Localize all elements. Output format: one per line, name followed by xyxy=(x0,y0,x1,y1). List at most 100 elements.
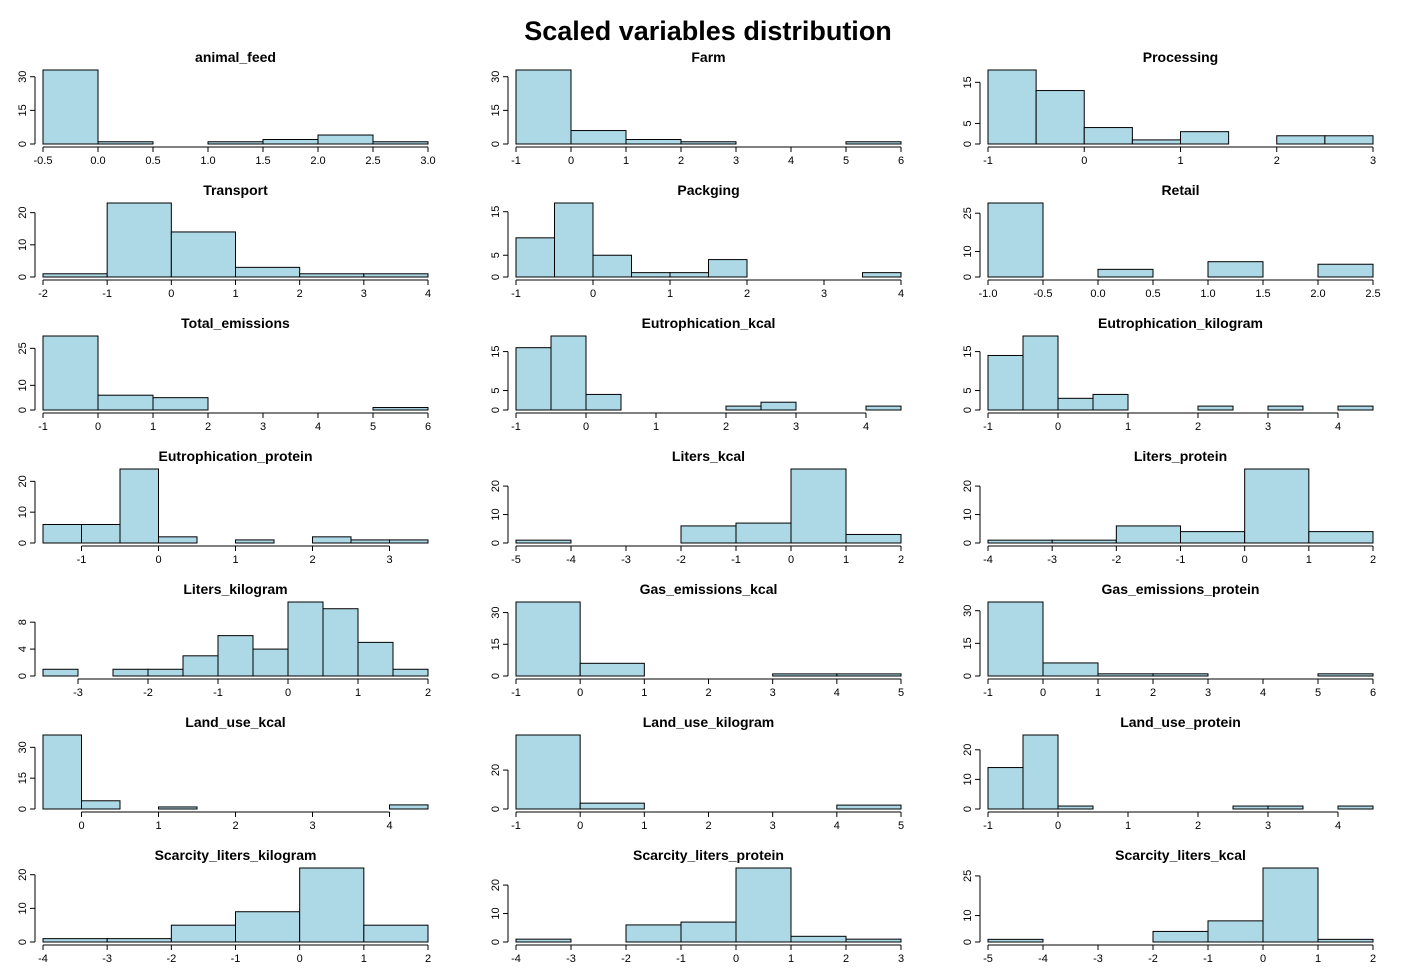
x-tick-label: 1 xyxy=(150,421,156,433)
histogram-bar xyxy=(862,272,902,278)
histogram-bar xyxy=(515,237,555,278)
x-tick-label: 5 xyxy=(898,687,904,699)
histogram-panel: Eutrophication_protein -1 0 1 2 3 0 10 20 xyxy=(17,448,429,566)
histogram-bar xyxy=(106,202,172,278)
y-tick-label: 20 xyxy=(17,207,29,219)
histogram-panel: Gas_emissions_kcal -1 0 1 2 3 4 5 0 15 30 xyxy=(490,581,904,699)
x-tick-label: -4 xyxy=(566,554,576,566)
panel-title: Transport xyxy=(203,182,268,198)
x-tick-label: 0 xyxy=(297,953,303,965)
y-tick-label: 10 xyxy=(490,907,502,919)
histogram-bar xyxy=(1097,673,1154,677)
histogram-bar xyxy=(207,141,264,145)
histogram-bar xyxy=(631,272,671,278)
x-tick-label: -3 xyxy=(566,953,576,965)
x-tick-label: 2 xyxy=(309,554,315,566)
histogram-grid: animal_feed-0.5 0.0 0.5 1.0 1.5 2.0 2.5 3.00153… xyxy=(17,49,1381,965)
histogram-bar xyxy=(987,767,1024,810)
y-tick-label: 15 xyxy=(490,206,502,218)
x-tick-label: -3 xyxy=(73,687,83,699)
x-tick-label: -5 xyxy=(983,953,993,965)
x-tick-label: -4 xyxy=(38,953,48,965)
histogram-bar xyxy=(1131,139,1181,145)
x-tick-label: -2 xyxy=(676,554,686,566)
x-tick-label: 0 xyxy=(590,288,596,300)
x-tick-label: -1 xyxy=(102,288,112,300)
x-tick-label: 6 xyxy=(1370,687,1376,699)
y-tick-label: 10 xyxy=(962,909,974,921)
x-tick-label: -1 xyxy=(983,421,993,433)
histogram-bar xyxy=(845,533,902,544)
y-tick-label: 10 xyxy=(17,379,29,391)
x-tick-label: -1.0 xyxy=(979,288,998,300)
x-tick-label: 5 xyxy=(1315,687,1321,699)
x-tick-label: 0 xyxy=(168,288,174,300)
histogram-bar xyxy=(106,938,172,943)
histogram-bar xyxy=(987,69,1037,145)
histogram-bar xyxy=(1152,673,1209,677)
x-tick-label: 3 xyxy=(793,421,799,433)
histogram-panel: Gas_emissions_protein -1 0 1 2 3 4 5 6 0 15 30 xyxy=(962,581,1376,699)
x-tick-label: -1 xyxy=(511,421,521,433)
histogram-bar xyxy=(669,272,709,278)
y-tick-label: 15 xyxy=(490,638,502,650)
histogram-bar xyxy=(363,924,429,943)
histogram-bar xyxy=(42,668,79,677)
y-tick-label: 30 xyxy=(17,71,29,83)
histogram-bar xyxy=(170,924,236,943)
histogram-bar xyxy=(1308,531,1374,544)
x-tick-label: 0 xyxy=(577,820,583,832)
x-tick-label: 2 xyxy=(1370,953,1376,965)
histogram-bar xyxy=(112,668,149,677)
histogram-bar xyxy=(252,648,289,677)
y-tick-label: 20 xyxy=(17,475,29,487)
panel-title: Farm xyxy=(691,49,725,65)
y-tick-label: 5 xyxy=(962,120,974,126)
histogram-bar xyxy=(1022,734,1059,810)
x-tick-label: 4 xyxy=(834,687,840,699)
histogram-bar xyxy=(625,139,682,145)
panel-title: Land_use_protein xyxy=(1120,714,1241,730)
y-tick-label: 15 xyxy=(490,104,502,116)
histogram-bar xyxy=(725,405,762,411)
histogram-bar xyxy=(1207,261,1264,278)
x-tick-label: -1 xyxy=(231,953,241,965)
histogram-bar xyxy=(772,673,838,677)
x-tick-label: -4 xyxy=(983,554,993,566)
panel-title: Eutrophication_kilogram xyxy=(1098,315,1263,331)
histogram-bar xyxy=(1262,867,1319,943)
histogram-bar xyxy=(42,734,82,810)
histogram-bar xyxy=(625,924,682,943)
x-tick-label: -1 xyxy=(511,288,521,300)
x-tick-label: -3 xyxy=(621,554,631,566)
histogram-bar xyxy=(585,393,622,411)
x-tick-label: 3.0 xyxy=(420,155,435,167)
histogram-panel: Processing -1 0 1 2 3 0 5 15 xyxy=(962,49,1376,167)
y-tick-label: 15 xyxy=(962,345,974,357)
x-tick-label: 3 xyxy=(770,687,776,699)
x-tick-label: 2 xyxy=(232,820,238,832)
x-tick-label: 0 xyxy=(95,421,101,433)
figure-title: Scaled variables distribution xyxy=(524,16,892,46)
histogram-bar xyxy=(760,401,797,411)
histogram-bar xyxy=(1115,525,1182,544)
histogram-bar xyxy=(235,911,301,943)
histogram-bar xyxy=(836,673,902,677)
histogram-bar xyxy=(680,921,737,943)
y-tick-label: 25 xyxy=(17,342,29,354)
histogram-bar xyxy=(287,601,324,677)
x-tick-label: 2 xyxy=(705,687,711,699)
histogram-bar xyxy=(1057,805,1094,810)
x-tick-label: 1 xyxy=(1306,554,1312,566)
x-tick-label: 0 xyxy=(733,953,739,965)
panel-title: Total_emissions xyxy=(181,315,290,331)
x-tick-label: -4 xyxy=(511,953,521,965)
x-tick-label: -2 xyxy=(1148,953,1158,965)
y-tick-label: 10 xyxy=(962,773,974,785)
histogram-bar xyxy=(735,522,792,544)
x-tick-label: 2 xyxy=(1195,421,1201,433)
x-tick-label: -1 xyxy=(213,687,223,699)
histogram-panel: Total_emissions -1 0 1 2 3 4 5 6 0 10 25 xyxy=(17,315,431,433)
y-tick-label: 0 xyxy=(17,939,29,945)
